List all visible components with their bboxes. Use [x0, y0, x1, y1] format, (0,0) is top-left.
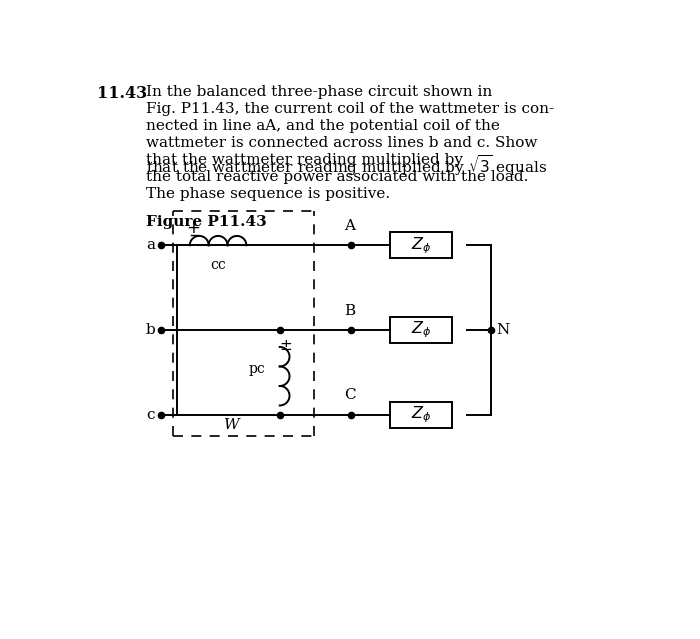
- Bar: [390, 232, 452, 258]
- Text: wattmeter is connected across lines b and c. Show: wattmeter is connected across lines b an…: [146, 136, 537, 150]
- Text: cc: cc: [210, 258, 226, 272]
- Text: c: c: [146, 408, 155, 422]
- Text: Fig. P11.43, the current coil of the wattmeter is con-: Fig. P11.43, the current coil of the wat…: [146, 102, 554, 116]
- Text: b: b: [145, 323, 155, 337]
- Text: nected in line aA, and the potential coil of the: nected in line aA, and the potential coi…: [146, 119, 500, 133]
- Text: In the balanced three-phase circuit shown in: In the balanced three-phase circuit show…: [146, 85, 492, 99]
- Text: 11.43: 11.43: [97, 85, 147, 102]
- Text: that the wattmeter reading multiplied by: that the wattmeter reading multiplied by: [146, 153, 468, 167]
- Text: B: B: [344, 304, 355, 318]
- Text: W: W: [224, 419, 239, 433]
- Text: pc: pc: [249, 362, 266, 376]
- Text: C: C: [344, 389, 356, 403]
- Text: $Z_\phi$: $Z_\phi$: [411, 235, 431, 256]
- Text: $Z_\phi$: $Z_\phi$: [411, 320, 431, 341]
- Text: Figure P11.43: Figure P11.43: [146, 215, 267, 229]
- Text: +: +: [187, 219, 201, 237]
- Text: A: A: [344, 219, 355, 233]
- Text: the total reactive power associated with the load.: the total reactive power associated with…: [146, 170, 528, 184]
- Text: The phase sequence is positive.: The phase sequence is positive.: [146, 187, 390, 201]
- Text: N: N: [497, 323, 510, 337]
- Text: $Z_\phi$: $Z_\phi$: [411, 404, 431, 425]
- Text: ±: ±: [279, 337, 293, 353]
- Bar: [390, 317, 452, 343]
- Bar: [390, 402, 452, 427]
- Text: that the wattmeter reading multiplied by $\sqrt{3}$ equals: that the wattmeter reading multiplied by…: [146, 153, 547, 178]
- Text: a: a: [146, 238, 155, 252]
